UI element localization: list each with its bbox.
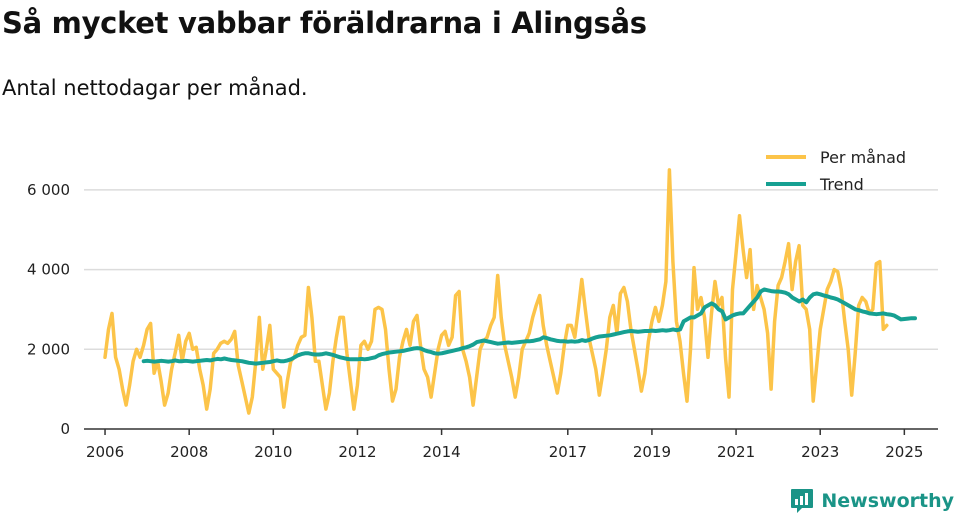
- x-tick-label: 2006: [86, 443, 124, 461]
- x-tick-label: 2021: [717, 443, 755, 461]
- x-tick-label: 2010: [254, 443, 292, 461]
- newsworthy-logo-icon: [791, 489, 814, 513]
- y-tick-label: 2 000: [27, 340, 70, 358]
- y-tick-label: 0: [60, 420, 70, 438]
- legend-label-trend: Trend: [819, 175, 864, 194]
- page-subtitle: Antal nettodagar per månad.: [2, 76, 308, 100]
- x-tick-label: 2008: [170, 443, 208, 461]
- brand-logo: Newsworthy: [789, 487, 954, 515]
- x-tick-label: 2017: [549, 443, 587, 461]
- legend-label-monthly: Per månad: [820, 148, 906, 167]
- y-tick-label: 4 000: [27, 261, 70, 279]
- legend: Per månad Trend: [766, 148, 906, 194]
- brand-name: Newsworthy: [821, 490, 954, 512]
- series-line-trend: [141, 287, 917, 366]
- page-title: Så mycket vabbar föräldrarna i Alingsås: [2, 6, 647, 40]
- x-tick-label: 2019: [633, 443, 671, 461]
- x-tick-label: 2025: [885, 443, 923, 461]
- x-tick-label: 2023: [801, 443, 839, 461]
- x-tick-label: 2012: [338, 443, 376, 461]
- y-tick-label: 6 000: [27, 181, 70, 199]
- series-line-monthly: [103, 168, 889, 415]
- axes: 0 2 000 4 000 6 000 2006 2008 2010 2012 2014 2017…: [27, 181, 938, 461]
- series: [103, 168, 917, 415]
- x-tick-label: 2014: [422, 443, 460, 461]
